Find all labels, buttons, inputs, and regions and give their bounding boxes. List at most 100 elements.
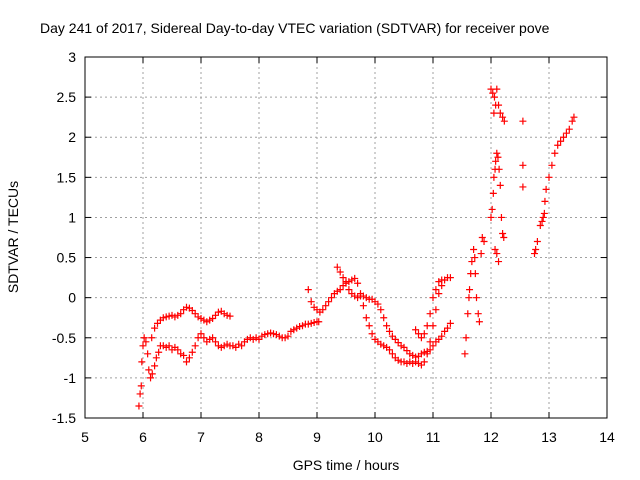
- data-point: [188, 348, 196, 356]
- data-point: [478, 234, 486, 241]
- data-point: [489, 89, 497, 97]
- data-point: [388, 350, 396, 358]
- data-point: [435, 290, 443, 298]
- x-tick-label: 8: [255, 429, 263, 445]
- data-point: [307, 298, 315, 306]
- data-point: [466, 286, 474, 294]
- x-tick-label: 12: [483, 429, 499, 445]
- data-point: [191, 342, 199, 350]
- data-point: [532, 246, 540, 254]
- data-point: [365, 322, 373, 330]
- y-tick-label: -1.5: [52, 410, 76, 426]
- data-point: [183, 358, 190, 366]
- data-point: [226, 312, 234, 320]
- data-point: [446, 274, 454, 282]
- data-point: [386, 346, 393, 354]
- data-point: [493, 149, 501, 157]
- data-point: [490, 173, 498, 181]
- data-point: [480, 238, 488, 246]
- data-point: [540, 209, 548, 217]
- y-tick-label: 3: [68, 49, 76, 65]
- data-point: [531, 250, 538, 258]
- chart-title: Day 241 of 2017, Sidereal Day-to-day VTE…: [40, 20, 550, 36]
- data-point: [151, 362, 159, 370]
- data-point: [155, 348, 163, 356]
- data-point: [557, 137, 565, 145]
- y-tick-label: 0.5: [57, 250, 77, 266]
- y-tick-label: 1: [68, 209, 76, 225]
- data-point: [497, 213, 505, 221]
- data-point: [328, 294, 335, 302]
- data-point: [438, 332, 446, 340]
- data-point: [488, 205, 496, 213]
- data-point: [462, 334, 470, 342]
- data-point: [426, 346, 434, 354]
- grid: [85, 57, 607, 418]
- data-point: [542, 185, 550, 193]
- data-point: [493, 85, 501, 93]
- data-point: [465, 294, 473, 302]
- data-point: [541, 197, 549, 205]
- data-point: [412, 326, 420, 334]
- data-point: [490, 109, 498, 117]
- x-tick-label: 14: [599, 429, 615, 445]
- data-point: [429, 294, 437, 302]
- x-tick-label: 13: [541, 429, 557, 445]
- data-point: [139, 342, 147, 350]
- data-point: [342, 278, 350, 286]
- data-point: [152, 354, 160, 362]
- x-tick-label: 5: [81, 429, 89, 445]
- data-point: [374, 300, 382, 308]
- data-point: [386, 327, 393, 335]
- data-point: [562, 129, 570, 137]
- data-point: [174, 346, 182, 354]
- data-point: [339, 274, 347, 282]
- data-point: [548, 161, 556, 169]
- data-point: [336, 286, 344, 294]
- x-tick-label: 7: [197, 429, 205, 445]
- data-point: [136, 390, 144, 398]
- data-point: [495, 165, 503, 173]
- data-point: [351, 274, 359, 282]
- data-point: [377, 306, 385, 314]
- data-point: [539, 213, 547, 221]
- data-point: [380, 314, 388, 322]
- data-point: [304, 286, 312, 294]
- data-point: [496, 181, 504, 189]
- data-point: [496, 109, 504, 117]
- data-point: [197, 330, 205, 338]
- data-point: [568, 117, 576, 125]
- data-point: [494, 153, 502, 161]
- data-points: [135, 85, 578, 410]
- data-point: [536, 221, 544, 229]
- data-point: [432, 306, 440, 314]
- x-axis-label: GPS time / hours: [293, 457, 400, 473]
- y-tick-label: -0.5: [52, 330, 76, 346]
- data-point: [140, 334, 148, 342]
- data-point: [322, 302, 330, 310]
- data-point: [464, 310, 472, 318]
- data-point: [137, 382, 145, 390]
- data-point: [470, 246, 478, 254]
- data-point: [533, 238, 541, 246]
- data-point: [489, 189, 497, 197]
- y-tick-label: 0: [68, 290, 76, 306]
- data-point: [420, 358, 428, 366]
- y-tick-label: 2.5: [57, 89, 77, 105]
- data-point: [560, 133, 567, 141]
- data-point: [200, 334, 208, 342]
- data-point: [345, 286, 353, 294]
- data-point: [359, 302, 367, 310]
- data-point: [144, 350, 152, 358]
- data-point: [420, 330, 428, 338]
- data-point: [438, 276, 446, 284]
- data-point: [471, 270, 479, 278]
- data-point: [492, 157, 500, 165]
- data-point: [142, 338, 150, 346]
- x-tick-label: 10: [367, 429, 383, 445]
- data-point: [147, 374, 155, 382]
- data-point: [551, 149, 559, 157]
- data-point: [177, 310, 185, 318]
- data-point: [151, 324, 159, 332]
- data-point: [212, 338, 219, 346]
